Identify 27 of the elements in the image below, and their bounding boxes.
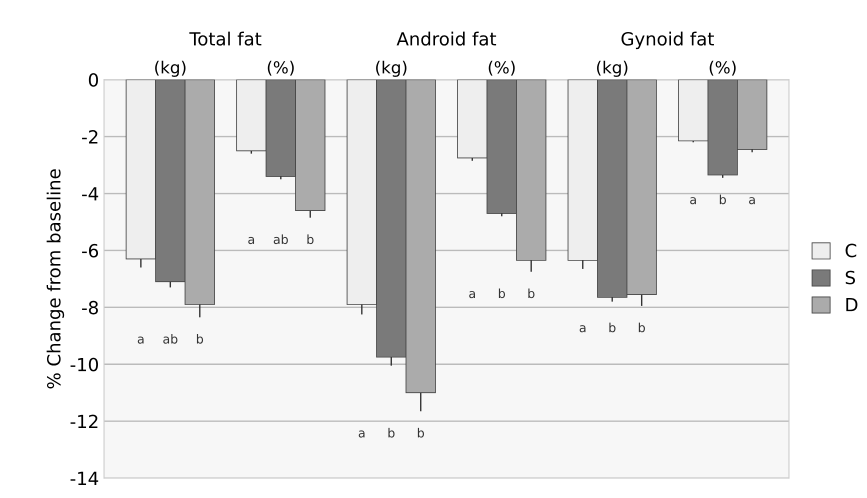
- text: a b b: [469, 288, 534, 298]
- y-tick-label: -8: [82, 300, 98, 314]
- text: Gynoid fat: [622, 32, 714, 50]
- legend-label: D: [846, 298, 858, 312]
- y-tick-label: -4: [82, 187, 98, 200]
- legend-label: C: [846, 244, 856, 258]
- y-axis-title: % Change from baseline: [46, 169, 64, 388]
- text: Total fat: [189, 32, 262, 46]
- x-tick-label: (%): [268, 60, 294, 76]
- y-tick-label: -10: [70, 358, 98, 372]
- text: a b b: [580, 322, 645, 332]
- y-tick-label: -14: [70, 472, 98, 485]
- text: a ab b: [248, 234, 314, 244]
- y-tick-label: -6: [82, 244, 98, 258]
- text: a b b: [358, 428, 424, 438]
- legend-label: S: [846, 270, 856, 284]
- x-tick-label: (%): [710, 60, 736, 76]
- text: a b a: [690, 194, 755, 204]
- x-tick-label: (kg): [155, 60, 186, 77]
- x-tick-label: (kg): [376, 60, 406, 77]
- y-tick-label: -2: [82, 130, 98, 144]
- x-tick-label: (kg): [597, 60, 628, 77]
- y-tick-label: -12: [70, 414, 98, 428]
- text: a ab b: [138, 334, 204, 344]
- y-tick-label: 0: [88, 73, 98, 87]
- x-tick-label: (%): [488, 60, 515, 76]
- text: Android fat: [396, 32, 496, 46]
